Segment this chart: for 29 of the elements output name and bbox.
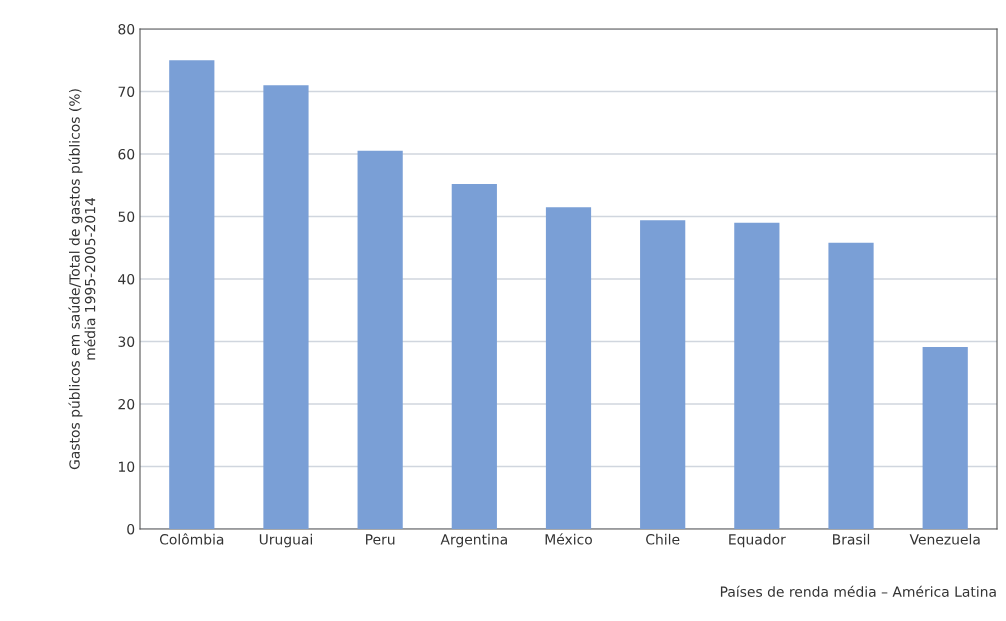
y-tick-label: 60 — [118, 148, 135, 160]
x-tick-label: Colômbia — [159, 533, 224, 545]
x-tick-label: Peru — [366, 534, 395, 545]
y-tick-label: 50 — [118, 211, 135, 222]
y-tick-label: 80 — [118, 23, 135, 35]
x-tick-label: Uruguai — [259, 533, 312, 548]
bar — [357, 150, 403, 529]
bar — [734, 222, 780, 529]
bar — [169, 60, 215, 529]
y-tick-label: 40 — [118, 273, 135, 285]
x-tick-label: Brasil — [833, 533, 870, 545]
bar — [451, 184, 497, 529]
bar — [640, 220, 686, 529]
y-tick-label: 10 — [118, 461, 135, 472]
x-tick-label: Chile — [646, 533, 680, 545]
y-tick-label: 20 — [118, 398, 135, 410]
bar — [828, 242, 874, 529]
y-axis-title: Gastos públicos em saúde/Total de gastos públicos (%) média 1995-2005-2014 — [68, 89, 96, 470]
bar — [263, 85, 309, 529]
bar — [545, 207, 592, 529]
x-axis-title: Países de renda média – América Latina — [720, 585, 996, 597]
x-tick-label: Venezuela — [909, 533, 980, 545]
x-tick-label: Equador — [729, 533, 786, 548]
y-tick-label: 30 — [118, 336, 135, 347]
bar — [922, 347, 968, 529]
y-tick-label: 0 — [127, 523, 135, 535]
x-tick-label: México — [545, 533, 592, 545]
x-tick-label: Argentina — [440, 533, 507, 548]
y-tick-label: 70 — [118, 86, 135, 97]
